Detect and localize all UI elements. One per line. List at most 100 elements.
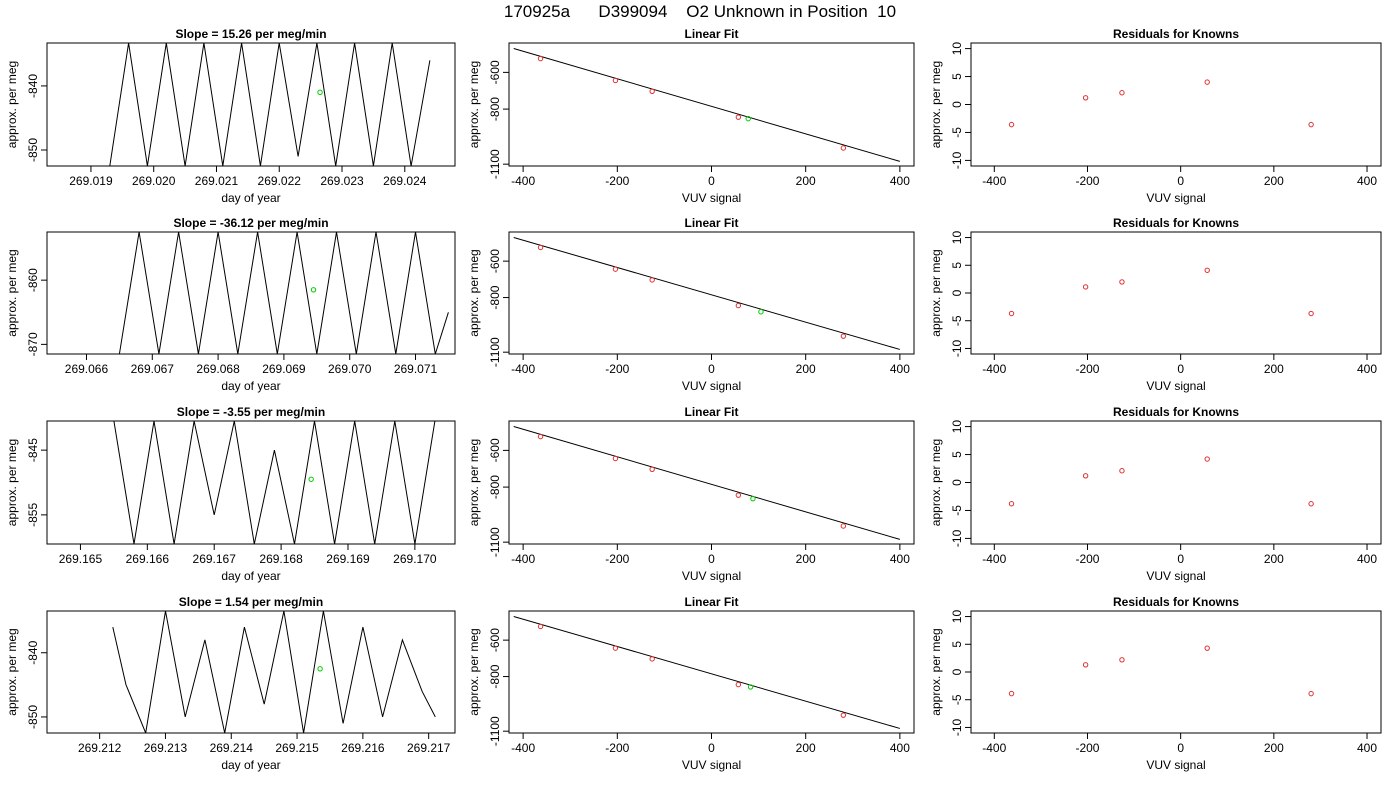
- known-point: [649, 656, 655, 662]
- y-tick-label: 10: [950, 610, 964, 624]
- x-tick-label: 200: [796, 362, 816, 376]
- unknown-point: [317, 666, 323, 672]
- known-point: [1082, 473, 1089, 479]
- known-point: [537, 244, 544, 251]
- x-tick-label: 269.217: [407, 741, 451, 755]
- y-tick-label: -600: [488, 249, 502, 273]
- fit-line: [513, 615, 901, 729]
- known-point: [1119, 279, 1125, 285]
- x-tick-label: 400: [890, 362, 910, 376]
- known-point: [840, 712, 847, 718]
- plot-area: [1008, 456, 1314, 507]
- known-point: [612, 645, 619, 651]
- known-point: [1008, 501, 1015, 507]
- panel-2-3: Residuals for Knowns -400 -200 0 200 400 10 5 0 -…: [929, 216, 1382, 393]
- x-tick-label: 0: [1177, 362, 1184, 376]
- plot-title: Linear Fit: [684, 216, 738, 230]
- x-tick-label: -200: [605, 362, 629, 376]
- fit-line: [513, 48, 901, 162]
- known-point: [537, 623, 544, 630]
- y-tick-label: -5: [950, 505, 964, 516]
- x-tick-label: 0: [708, 362, 715, 376]
- x-tick-label: -200: [1075, 741, 1099, 755]
- known-point: [649, 88, 655, 94]
- known-point: [649, 277, 655, 283]
- trace-line: [118, 232, 449, 354]
- y-axis-label: approx. per meg: [467, 439, 481, 526]
- panel-1-1: Slope = 15.26 per meg/min 269.019 269.020 2…: [5, 27, 456, 205]
- x-axis-label: VUV signal: [1146, 191, 1205, 205]
- x-tick-label: 269.214: [210, 741, 254, 755]
- x-tick-label: 269.022: [258, 174, 302, 188]
- x-tick-label: 200: [796, 552, 816, 566]
- x-tick-label: 0: [1177, 174, 1184, 188]
- plot-title: Slope = 15.26 per meg/min: [175, 27, 326, 41]
- x-tick-label: 0: [708, 552, 715, 566]
- plot-area: [109, 43, 431, 166]
- x-tick-label: 400: [1357, 362, 1377, 376]
- page-title: 170925a D399094 O2 Unknown in Position 1…: [503, 2, 897, 21]
- y-tick-label: 0: [950, 668, 964, 675]
- x-tick-label: 269.071: [394, 362, 438, 376]
- x-tick-label: -200: [1075, 174, 1099, 188]
- known-point: [735, 492, 742, 498]
- known-point: [1204, 456, 1210, 462]
- plot-title: Linear Fit: [684, 595, 738, 609]
- y-tick-label: -10: [950, 339, 964, 357]
- y-axis-label: approx. per meg: [467, 628, 481, 715]
- plot-frame: [970, 231, 1382, 355]
- y-tick-label: 5: [950, 641, 964, 648]
- y-axis-label: approx. per meg: [5, 61, 19, 148]
- plot-title: Linear Fit: [684, 27, 738, 41]
- known-point: [1204, 79, 1210, 85]
- plot-area: [513, 426, 901, 540]
- x-tick-label: 269.067: [131, 362, 175, 376]
- known-point: [1204, 267, 1210, 273]
- plot-title: Residuals for Knowns: [1113, 595, 1239, 609]
- x-tick-label: -200: [1075, 552, 1099, 566]
- y-axis-label: approx. per meg: [5, 628, 19, 715]
- x-tick-label: 400: [890, 741, 910, 755]
- x-tick-label: 269.169: [326, 552, 370, 566]
- panel-3-2: Linear Fit -400 -200 0 200 400 -600 -800 -1100 VU…: [467, 405, 915, 583]
- y-tick-label: -850: [26, 705, 40, 729]
- known-point: [1082, 95, 1089, 101]
- y-axis-label: approx. per meg: [467, 249, 481, 336]
- plot-area: [112, 611, 436, 733]
- x-tick-label: 200: [1264, 552, 1284, 566]
- plot-area: [1008, 79, 1314, 128]
- y-tick-label: -5: [950, 127, 964, 138]
- x-axis-label: day of year: [221, 191, 280, 205]
- x-tick-label: 269.070: [328, 362, 372, 376]
- y-tick-label: -800: [488, 664, 502, 688]
- unknown-point: [308, 476, 314, 482]
- y-tick-label: -800: [488, 97, 502, 121]
- x-tick-label: -200: [1075, 362, 1099, 376]
- known-point: [1008, 121, 1015, 128]
- y-tick-label: 10: [950, 231, 964, 245]
- x-tick-label: -400: [511, 174, 535, 188]
- unknown-point: [310, 287, 317, 293]
- y-tick-label: -840: [26, 640, 40, 664]
- fit-line: [513, 236, 901, 350]
- known-point: [1119, 657, 1125, 663]
- known-point: [735, 302, 742, 309]
- x-axis-label: VUV signal: [1146, 758, 1205, 772]
- known-point: [735, 114, 742, 120]
- x-tick-label: 269.019: [69, 174, 113, 188]
- x-axis-label: VUV signal: [682, 191, 741, 205]
- plot-area: [118, 232, 449, 354]
- known-point: [612, 77, 619, 84]
- known-point: [537, 433, 544, 440]
- x-tick-label: 269.216: [341, 741, 385, 755]
- plot-title: Slope = -3.55 per meg/min: [177, 405, 325, 419]
- plot-area: [113, 421, 436, 544]
- y-axis-label: approx. per meg: [929, 249, 943, 336]
- plot-title: Residuals for Knowns: [1113, 27, 1239, 41]
- known-point: [1082, 662, 1089, 668]
- x-tick-label: 200: [1264, 174, 1284, 188]
- x-tick-label: 269.023: [320, 174, 364, 188]
- x-tick-label: 0: [1177, 741, 1184, 755]
- plot-title: Linear Fit: [684, 405, 738, 419]
- x-tick-label: 400: [890, 174, 910, 188]
